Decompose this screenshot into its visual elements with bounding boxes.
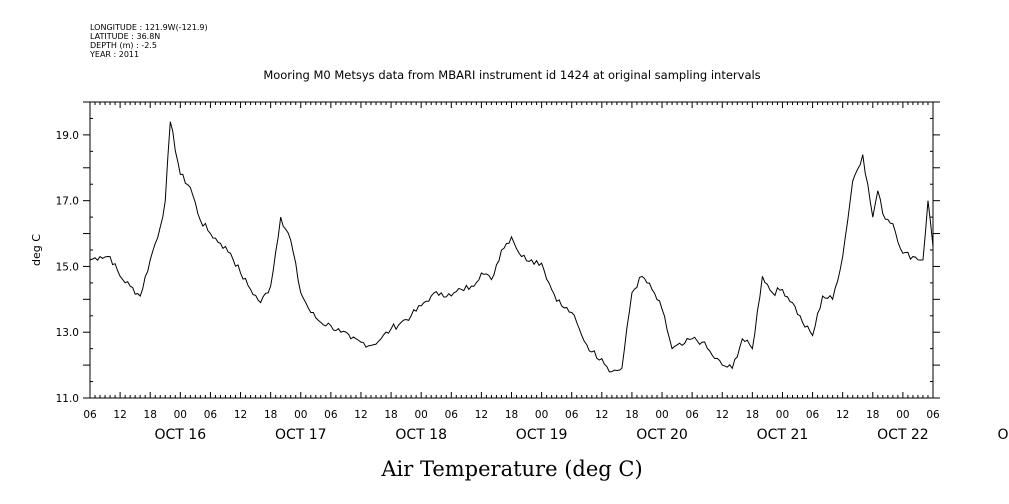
- x-hour-tick-label: 06: [204, 409, 218, 421]
- x-date-label: OCT 19: [516, 427, 568, 443]
- x-hour-tick-label: 06: [806, 409, 820, 421]
- x-hour-tick-label: 06: [685, 409, 699, 421]
- x-hour-tick-label: 18: [866, 409, 879, 421]
- x-axis-label: Air Temperature (deg C): [380, 457, 642, 481]
- x-hour-tick-label: 12: [836, 409, 849, 421]
- meta-year: YEAR : 2011: [89, 50, 139, 59]
- x-date-label: OCT 20: [636, 427, 688, 443]
- meta-longitude: LONGITUDE : 121.9W(-121.9): [90, 23, 208, 32]
- x-hour-tick-label: 00: [294, 409, 307, 421]
- x-date-label: OCT 21: [757, 427, 809, 443]
- x-hour-tick-label: 18: [264, 409, 277, 421]
- x-hour-tick-label: 06: [324, 409, 338, 421]
- y-tick-label: 11.0: [56, 393, 79, 405]
- x-hour-tick-label: 00: [414, 409, 427, 421]
- y-tick-label: 15.0: [56, 261, 79, 273]
- air-temperature-series-line: [89, 121, 934, 373]
- plot-frame: [89, 101, 934, 399]
- x-hour-tick-label: 00: [655, 409, 668, 421]
- x-hour-tick-label: 18: [384, 409, 397, 421]
- x-hour-tick-label: 12: [234, 409, 247, 421]
- x-date-label: OCT 18: [395, 427, 447, 443]
- x-hour-tick-label: 18: [144, 409, 157, 421]
- x-hour-tick-label: 00: [535, 409, 548, 421]
- x-hour-tick-label: 00: [896, 409, 909, 421]
- x-date-label: OCT 16: [155, 427, 207, 443]
- x-hour-tick-label: 12: [475, 409, 488, 421]
- y-tick-label: 17.0: [56, 196, 79, 208]
- meta-depth: DEPTH (m) : -2.5: [90, 41, 157, 50]
- chart-title: Mooring M0 Metsys data from MBARI instru…: [263, 68, 760, 82]
- x-date-label: OCT 22: [877, 427, 929, 443]
- x-hour-tick-label: 12: [595, 409, 608, 421]
- y-tick-label: 13.0: [56, 327, 79, 339]
- x-hour-tick-label: 06: [83, 409, 97, 421]
- x-hour-tick-label: 06: [565, 409, 579, 421]
- x-hour-tick-label: 12: [716, 409, 729, 421]
- axes: 06 12 18 00 06 12 18 00 06 12 18 00 06 12 18 00 06 12 18 00…: [56, 101, 1009, 443]
- x-hour-tick-label: 00: [776, 409, 789, 421]
- x-date-label: OCT 23: [998, 427, 1009, 443]
- x-hour-tick-label: 00: [174, 409, 187, 421]
- x-hour-tick-label: 12: [113, 409, 126, 421]
- x-hour-tick-label: 18: [505, 409, 518, 421]
- x-hour-tick-label: 12: [354, 409, 367, 421]
- x-date-label: OCT 17: [275, 427, 327, 443]
- meta-latitude: LATITUDE : 36.8N: [90, 32, 160, 41]
- x-hour-tick-label: 06: [926, 409, 940, 421]
- x-hour-tick-label: 18: [625, 409, 638, 421]
- x-hour-tick-label: 06: [445, 409, 459, 421]
- x-hour-tick-label: 18: [746, 409, 759, 421]
- y-tick-label: 19.0: [56, 130, 79, 142]
- y-axis-label: deg C: [30, 234, 43, 266]
